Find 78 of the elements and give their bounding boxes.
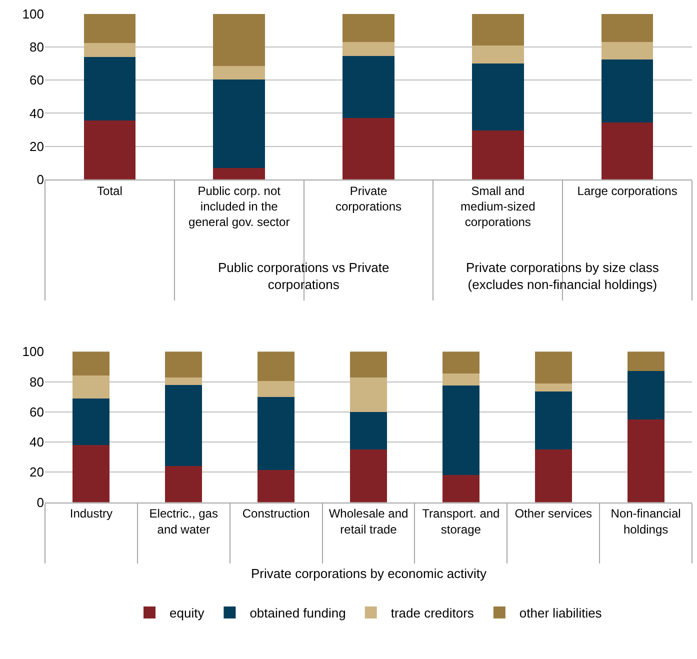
x-tick-label: Small and medium-sized corporations [460, 184, 536, 229]
bar [534, 392, 572, 450]
legend-label: trade creditors [390, 606, 474, 621]
x-tick-label: Total [97, 184, 122, 198]
bar [601, 59, 654, 122]
bar [342, 118, 394, 180]
x-tick-label: Private corporations [335, 184, 402, 214]
bar [84, 56, 136, 121]
bar [258, 381, 295, 397]
legend-label: other liabilities [519, 606, 602, 621]
bar [534, 352, 572, 384]
bar [213, 14, 265, 66]
y-tick-label: 0 [36, 494, 44, 510]
bar [601, 122, 654, 180]
legend-label: equity [170, 606, 205, 621]
bar [472, 14, 524, 46]
text: Public corporations vs Private corporations [218, 260, 390, 292]
bar [442, 373, 480, 386]
bar [534, 450, 572, 502]
bar [350, 352, 387, 378]
bar [601, 14, 654, 42]
bar [342, 42, 394, 56]
bar [472, 64, 524, 131]
bar [72, 398, 110, 446]
y-tick-label: 60 [30, 72, 44, 88]
bar [442, 386, 480, 476]
x-tick-label: Electric., gas and water [149, 506, 218, 536]
bar [601, 42, 654, 60]
y-tick-label: 20 [30, 138, 44, 154]
bar [342, 14, 394, 42]
bar [84, 42, 136, 57]
bar [350, 450, 387, 502]
y-tick-label: 20 [30, 464, 44, 480]
bar [258, 396, 295, 470]
bar [472, 45, 524, 64]
bar [534, 383, 572, 392]
x-tick-label: Industry [70, 506, 113, 521]
bar [165, 352, 202, 378]
bar [442, 352, 480, 374]
y-tick-label: 40 [30, 434, 44, 450]
bar [627, 371, 664, 420]
bar [165, 384, 202, 466]
y-tick-label: 80 [30, 374, 44, 390]
bar [72, 352, 110, 376]
bar [342, 56, 394, 118]
x-tick-label: Construction [242, 506, 310, 521]
bar [258, 470, 295, 502]
text: Private corporations by economic activity [251, 566, 488, 581]
bar [627, 352, 664, 372]
x-tick-label: Transport. and storage [422, 506, 500, 536]
y-tick-label: 100 [22, 6, 44, 22]
bar [84, 14, 136, 43]
bar [165, 377, 202, 385]
bar [350, 377, 387, 412]
bar [72, 445, 110, 502]
y-tick-label: 60 [30, 404, 44, 420]
x-tick-label: Other services [514, 506, 592, 521]
y-tick-label: 0 [36, 172, 44, 187]
y-tick-label: 40 [30, 106, 44, 121]
bar [213, 66, 265, 80]
x-tick-label: Wholesale and retail trade [328, 506, 408, 536]
bar [472, 130, 524, 180]
bar [72, 376, 110, 398]
bar [350, 412, 387, 450]
bar [258, 352, 295, 382]
x-tick-label: Public corp. not included in the general gov. sector [188, 184, 290, 229]
x-tick-label: Non-financial holdings [610, 506, 681, 536]
bar [213, 168, 265, 180]
text: Private corporations by size class (excludes non-financial holdings) [466, 260, 660, 292]
legend-label: obtained funding [250, 606, 346, 621]
bar [627, 419, 664, 502]
x-tick-label: Large corporations [577, 184, 678, 198]
y-tick-label: 100 [22, 344, 44, 360]
bar [84, 120, 136, 180]
y-tick-label: 80 [30, 40, 44, 55]
bar [213, 79, 265, 168]
bar [442, 475, 480, 502]
bar [165, 466, 202, 502]
